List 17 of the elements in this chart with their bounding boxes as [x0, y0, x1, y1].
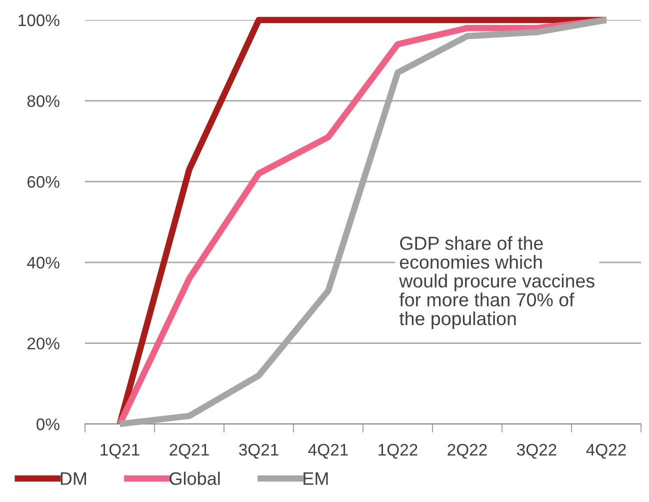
x-tick-label: 3Q22 [517, 444, 556, 459]
y-tick-label: 20% [27, 338, 60, 350]
legend-label: EM [304, 472, 328, 485]
y-tick-label: 100% [18, 14, 60, 26]
x-tick-label: 4Q21 [308, 444, 348, 459]
legend-label: DM [60, 472, 86, 485]
x-tick-label: 3Q21 [239, 444, 278, 459]
x-tick-label: 1Q21 [100, 444, 140, 459]
y-tick-label: 60% [27, 176, 60, 188]
x-tick-label: 2Q22 [448, 444, 487, 459]
y-tick-label: 0% [36, 418, 60, 430]
y-tick-label: 40% [27, 256, 60, 269]
y-tick-label: 80% [27, 95, 60, 108]
annotation: GDP share of the economies which would procure vaccines for more than 70% of the population [399, 236, 594, 329]
x-tick-label: 1Q22 [378, 444, 418, 459]
x-tick-label: 4Q22 [586, 444, 626, 459]
x-tick-label: 2Q21 [170, 444, 209, 459]
